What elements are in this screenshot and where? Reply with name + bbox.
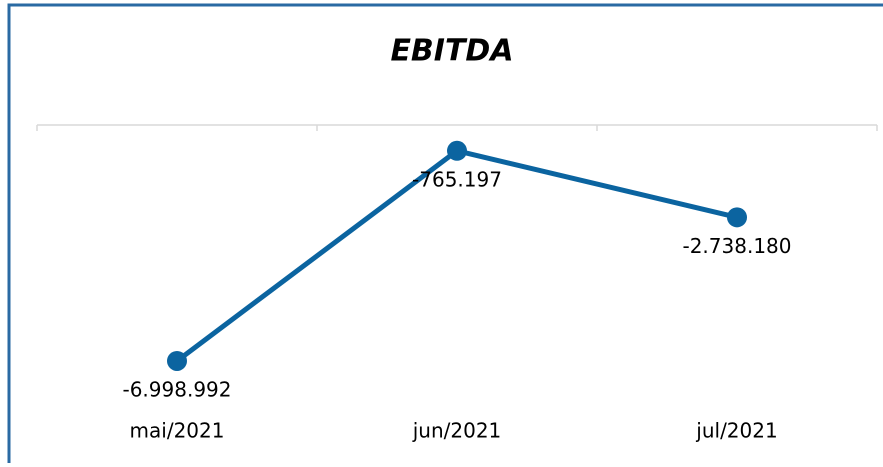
- data-label: -765.197: [412, 167, 502, 191]
- x-tick-label: mai/2021: [130, 419, 225, 443]
- data-point: [727, 207, 747, 228]
- chart-title: EBITDA: [390, 34, 513, 69]
- chart-frame: [7, 3, 883, 467]
- x-tick-label: jul/2021: [695, 419, 777, 443]
- data-label: -2.738.180: [682, 234, 791, 258]
- x-tick-label: jun/2021: [412, 419, 502, 443]
- data-label: -6.998.992: [122, 377, 231, 401]
- data-point: [167, 350, 187, 371]
- data-point: [447, 140, 467, 161]
